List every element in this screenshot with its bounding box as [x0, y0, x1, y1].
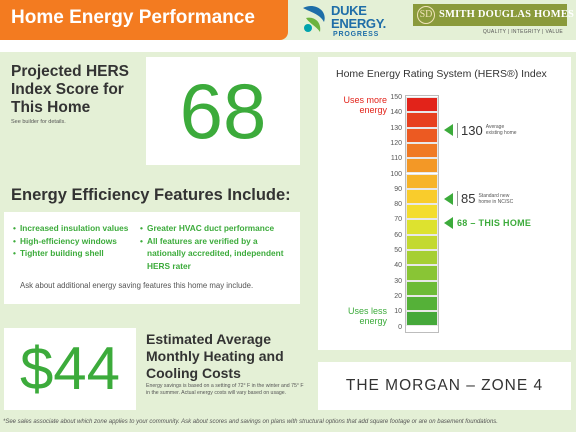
smith-douglas-banner: SD SMITH DOUGLAS HOMES	[413, 4, 574, 26]
list-item: All features are verified by a nationall…	[140, 235, 298, 273]
marker-desc: Standard new home in NC/SC	[478, 192, 514, 205]
scale-segment	[406, 234, 438, 250]
hers-marker: 85 Standard new home in NC/SC	[444, 191, 514, 207]
savings-title: Estimated Average Monthly Heating and Co…	[146, 331, 284, 381]
duke-progress: PROGRESS	[333, 31, 380, 38]
tick-label: 80	[394, 201, 402, 209]
tick-label: 0	[398, 323, 402, 331]
list-item: High-efficiency windows	[13, 235, 128, 248]
marker-value: 85	[457, 191, 475, 207]
smith-douglas-tagline: QUALITY | INTEGRITY | VALUE	[482, 29, 563, 35]
header-strip	[0, 40, 576, 52]
duke-name: DUKE ENERGY.	[331, 3, 386, 31]
features-left: Increased insulation values High-efficie…	[13, 222, 128, 260]
duke-energy-logo: DUKE ENERGY. PROGRESS	[300, 2, 400, 44]
scale-segment	[406, 127, 438, 143]
scale-bar-frame	[405, 95, 439, 333]
savings-box: $44	[4, 328, 136, 410]
footnote: *See sales associate about which zone ap…	[3, 419, 498, 425]
scale-segment	[406, 265, 438, 281]
header-bar: Home Energy Performance	[0, 0, 288, 40]
tick-label: 100	[390, 170, 402, 178]
scale-segment	[406, 204, 438, 220]
tick-label: 70	[394, 216, 402, 224]
tick-label: 120	[390, 139, 402, 147]
scale-segment	[406, 280, 438, 296]
smith-douglas-logo: SD SMITH DOUGLAS HOMES QUALITY | INTEGRI…	[413, 4, 574, 38]
marker-this-home: 68 – THIS HOME	[457, 218, 532, 229]
hers-chart: Home Energy Rating System (HERS®) Index …	[318, 57, 571, 350]
tick-label: 60	[394, 231, 402, 239]
scale-segment	[406, 158, 438, 174]
tick-label: 30	[394, 277, 402, 285]
tick-label: 40	[394, 262, 402, 270]
sd-monogram-icon: SD	[417, 6, 435, 24]
tick-label: 130	[390, 124, 402, 132]
features-right: Greater HVAC duct performance All featur…	[140, 222, 298, 272]
scale-segment	[406, 112, 438, 128]
list-item: Greater HVAC duct performance	[140, 222, 298, 235]
hers-marker: 68 – THIS HOME	[444, 217, 532, 230]
scale-segment	[406, 250, 438, 266]
hers-score: 68	[179, 67, 267, 155]
model-box: THE MORGAN – ZONE 4	[318, 362, 571, 410]
tick-label: 10	[394, 308, 402, 316]
list-item: Increased insulation values	[13, 222, 128, 235]
savings-note: Energy savings is based on a setting of …	[146, 383, 304, 396]
tick-label: 150	[390, 94, 402, 101]
marker-arrow-icon	[444, 124, 453, 137]
chart-title: Home Energy Rating System (HERS®) Index	[336, 68, 547, 80]
model-name: THE MORGAN – ZONE 4	[345, 377, 544, 394]
hers-marker: 130 Average existing home	[444, 122, 517, 138]
marker-value: 130	[457, 122, 483, 138]
hers-score-box: 68	[146, 57, 300, 165]
scale-segment	[406, 295, 438, 312]
scale-segment	[406, 142, 438, 159]
savings-amount: $44	[19, 335, 121, 402]
efficiency-ask: Ask about additional energy saving featu…	[20, 281, 254, 290]
page-title: Home Energy Performance	[11, 7, 255, 28]
list-item: Tighter building shell	[13, 247, 128, 260]
marker-arrow-icon	[444, 217, 453, 230]
tick-label: 110	[390, 155, 402, 163]
smith-douglas-name: SMITH DOUGLAS HOMES	[439, 9, 575, 20]
efficiency-title: Energy Efficiency Features Include:	[11, 186, 291, 204]
uses-less-label: Uses less energy	[347, 306, 387, 326]
efficiency-box: Increased insulation values High-efficie…	[4, 212, 300, 304]
marker-desc: Average existing home	[485, 124, 517, 137]
scale-segment	[406, 219, 438, 235]
scale-segment	[406, 188, 438, 205]
uses-more-label: Uses more energy	[343, 95, 387, 115]
tick-label: 20	[394, 292, 402, 300]
scale-segment	[406, 97, 438, 113]
tick-label: 90	[394, 185, 402, 193]
marker-arrow-icon	[444, 192, 453, 205]
hers-title: Projected HERS Index Score for This Home	[11, 63, 130, 116]
hers-note: See builder for details.	[11, 119, 66, 125]
scale-segment	[406, 311, 438, 327]
scale-segment	[406, 173, 438, 189]
tick-label: 50	[394, 247, 402, 254]
duke-energy-logo-icon	[303, 5, 325, 32]
tick-label: 140	[390, 109, 402, 117]
